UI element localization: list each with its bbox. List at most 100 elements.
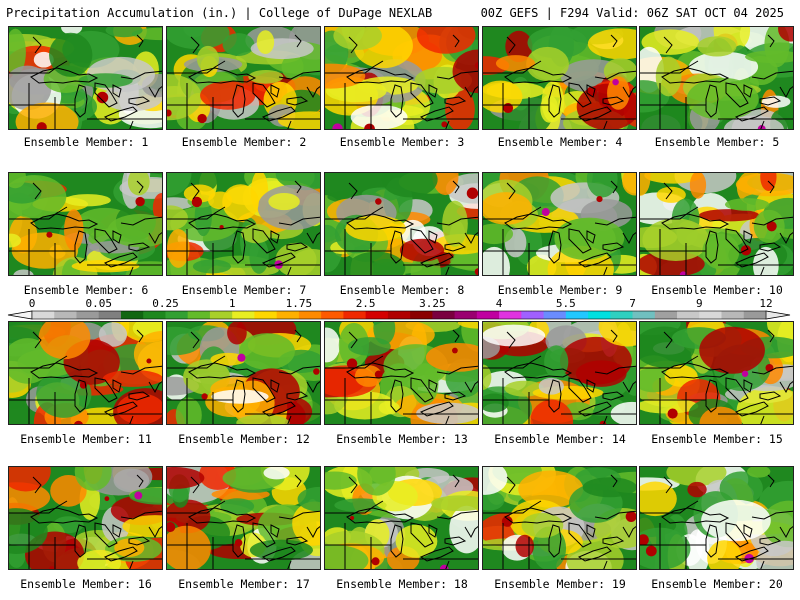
ensemble-member-label: Ensemble Member: 7 [181,283,307,297]
precip-maximum [625,511,636,523]
great-lake-outline [346,507,415,524]
great-lake-outline [270,230,280,244]
boundary-line [760,266,765,275]
precip-contour [483,223,514,245]
great-lake-outline [270,84,280,98]
precip-maximum [36,122,47,129]
great-lake-outline [602,536,625,546]
great-lake-outline [112,524,122,538]
precip-maximum [474,62,478,69]
boundary-line [603,560,608,569]
great-lake-outline [734,106,769,122]
boundary-line [452,474,460,488]
geography-outlines [325,34,478,129]
great-lake-outline [759,536,782,546]
colorbar-swatch [721,311,745,319]
boundary-line [603,266,608,275]
precip-contour [78,73,133,88]
great-lake-outline [390,84,404,118]
great-lake-outline [419,252,454,268]
great-lake-outline [725,228,749,254]
ensemble-member-map [8,172,163,276]
boundary-line [167,60,226,74]
great-lake-outline [734,401,769,417]
precip-contour [167,525,211,569]
precip-contour [292,501,320,546]
precip-contour [9,173,26,189]
geography-outlines [9,474,162,569]
precip-contour [431,495,478,512]
precip-contour [610,401,636,424]
precip-contour [167,499,211,534]
boundary-line [640,355,699,369]
ensemble-member-label: Ensemble Member: 12 [178,432,310,446]
great-lake-outline [444,536,467,546]
header-run-info: 00Z GEFS | F294 Valid: 06Z SAT OCT 04 20… [480,6,784,20]
great-lake-outline [188,507,257,524]
great-lake-outline [30,507,99,524]
precip-contour [167,326,203,356]
great-lake-outline [428,230,438,244]
boundary-line [148,231,162,245]
precip-contour [183,184,216,203]
precip-contour [49,32,93,77]
great-lake-outline [577,106,612,122]
colorbar-tick-label: 9 [696,297,703,310]
geography-outlines [9,329,162,424]
precip-contour [9,233,22,248]
boundary-line [306,85,320,99]
colorbar-tick-label: 7 [629,297,636,310]
colorbar-swatch [677,311,700,319]
ensemble-member-label: Ensemble Member: 5 [654,135,780,149]
precip-map-field [325,173,478,275]
boundary-line [610,329,618,343]
great-lake-outline [261,546,296,562]
geography-outlines [167,34,320,129]
colorbar-tick-label: 4 [496,297,503,310]
colorbar-swatch [165,311,189,319]
boundary-line [325,60,384,74]
boundary-line [190,331,200,349]
great-lake-outline [128,96,151,106]
geography-outlines [640,34,793,129]
colorbar-swatch [254,311,278,319]
precip-contour [227,322,247,345]
ensemble-member-label: Ensemble Member: 8 [339,283,465,297]
boundary-line [287,415,292,424]
great-lake-outline [444,242,467,252]
colorbar-swatch [521,311,544,319]
precip-contour [518,470,584,508]
boundary-line [190,476,200,494]
great-lake-outline [286,242,309,252]
precip-maximum [134,491,143,500]
ensemble-member-map [8,26,163,130]
boundary-line [452,329,460,343]
boundary-line [622,525,636,539]
precip-contour [297,486,320,512]
boundary-line [594,216,636,226]
precip-maximum [501,516,513,527]
boundary-line [148,85,162,99]
boundary-line [767,34,775,48]
precip-contour [483,364,492,390]
precip-maximum [191,196,203,208]
boundary-line [506,182,516,200]
great-lake-outline [419,106,454,122]
boundary-line [129,560,134,569]
great-lake-outline [94,228,118,254]
ensemble-member-label: Ensemble Member: 20 [651,577,783,591]
colorbar-tick-label: 1 [229,297,236,310]
great-lake-outline [602,96,625,106]
boundary-line [294,474,302,488]
great-lake-outline [261,252,296,268]
precip-maximum [197,113,207,124]
precip-maximum [765,363,774,372]
colorbar-swatch [209,311,233,319]
great-lake-outline [759,391,782,401]
precip-maximum [350,515,355,520]
boundary-line [436,510,478,520]
precip-contour [747,467,771,478]
boundary-line [640,206,699,220]
great-lake-outline [286,536,309,546]
boundary-line [594,510,636,520]
